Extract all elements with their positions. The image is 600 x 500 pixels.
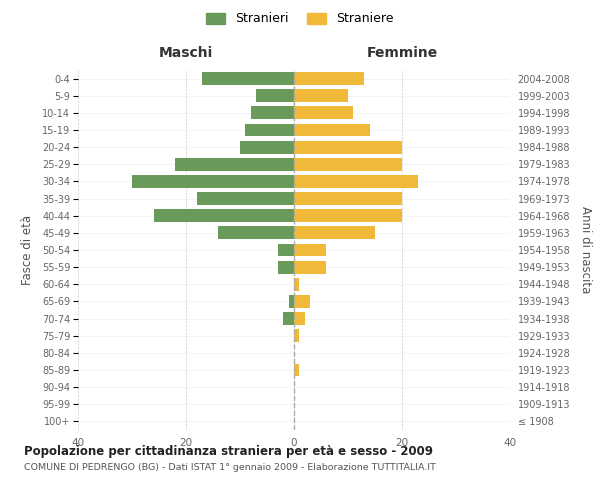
Bar [289, 295, 294, 308]
Bar [256, 90, 294, 102]
Text: Maschi: Maschi [159, 46, 213, 60]
Bar [245, 124, 294, 136]
Y-axis label: Anni di nascita: Anni di nascita [579, 206, 592, 294]
Bar [294, 90, 348, 102]
Bar [251, 106, 294, 120]
Bar [154, 210, 294, 222]
Bar [197, 192, 294, 205]
Bar [294, 124, 370, 136]
Legend: Stranieri, Straniere: Stranieri, Straniere [203, 8, 397, 29]
Bar [294, 312, 305, 325]
Bar [294, 330, 299, 342]
Bar [240, 140, 294, 153]
Bar [294, 192, 402, 205]
Bar [294, 244, 326, 256]
Bar [283, 312, 294, 325]
Bar [218, 226, 294, 239]
Bar [294, 72, 364, 85]
Bar [294, 210, 402, 222]
Bar [294, 158, 402, 170]
Y-axis label: Fasce di età: Fasce di età [20, 215, 34, 285]
Bar [294, 226, 375, 239]
Bar [294, 106, 353, 120]
Bar [278, 244, 294, 256]
Bar [294, 278, 299, 290]
Text: COMUNE DI PEDRENGO (BG) - Dati ISTAT 1° gennaio 2009 - Elaborazione TUTTITALIA.I: COMUNE DI PEDRENGO (BG) - Dati ISTAT 1° … [24, 464, 436, 472]
Bar [294, 364, 299, 376]
Bar [294, 175, 418, 188]
Text: Popolazione per cittadinanza straniera per età e sesso - 2009: Popolazione per cittadinanza straniera p… [24, 444, 433, 458]
Bar [175, 158, 294, 170]
Text: Femmine: Femmine [367, 46, 437, 60]
Bar [294, 260, 326, 274]
Bar [278, 260, 294, 274]
Bar [294, 140, 402, 153]
Bar [294, 295, 310, 308]
Bar [202, 72, 294, 85]
Bar [132, 175, 294, 188]
